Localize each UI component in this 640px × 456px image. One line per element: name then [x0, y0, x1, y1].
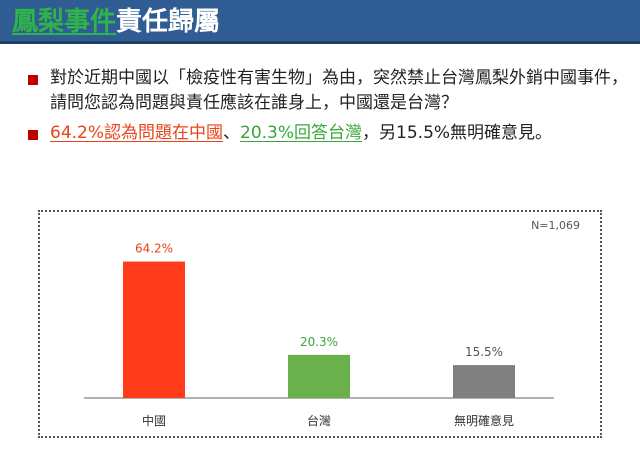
bar-value-label: 15.5%	[465, 345, 503, 359]
finding-text: 64.2%認為問題在中國、20.3%回答台灣，另15.5%無明確意見。	[50, 121, 552, 146]
category-label: 中國	[142, 413, 166, 428]
bar-0	[123, 261, 185, 398]
slide-title-highlight: 鳳梨事件	[12, 7, 117, 37]
bar-1	[288, 354, 350, 398]
bullet-square-icon	[28, 75, 38, 85]
slide-title: 鳳梨事件責任歸屬	[12, 6, 220, 38]
sample-size-label: N=1,069	[531, 219, 580, 232]
title-bar: 鳳梨事件責任歸屬	[0, 0, 640, 44]
category-label: 台灣	[307, 413, 331, 428]
finding-china: 64.2%認為問題在中國	[50, 123, 224, 143]
bar-value-label: 64.2%	[135, 242, 173, 256]
slide-title-rest: 責任歸屬	[116, 7, 221, 37]
finding-taiwan: 20.3%回答台灣	[240, 123, 363, 143]
finding-other: ，另15.5%無明確意見。	[362, 123, 553, 143]
bar-value-label: 20.3%	[300, 335, 338, 349]
category-label: 無明確意見	[454, 413, 514, 428]
bar-2	[453, 365, 515, 398]
question-text: 對於近期中國以「檢疫性有害生物」為由，突然禁止台灣鳳梨外銷中國事件，請問您認為問…	[50, 68, 628, 113]
chart-frame: N=1,069 64.2% 中國 20.3% 台灣 15.5% 無明確意見	[38, 210, 602, 438]
finding-bullet: 64.2%認為問題在中國、20.3%回答台灣，另15.5%無明確意見。	[28, 121, 552, 146]
finding-separator: 、	[223, 123, 241, 143]
bar-chart: N=1,069 64.2% 中國 20.3% 台灣 15.5% 無明確意見	[84, 219, 580, 428]
question-bullet: 對於近期中國以「檢疫性有害生物」為由，突然禁止台灣鳳梨外銷中國事件，請問您認為問…	[28, 66, 630, 116]
bullet-square-icon	[28, 130, 38, 140]
